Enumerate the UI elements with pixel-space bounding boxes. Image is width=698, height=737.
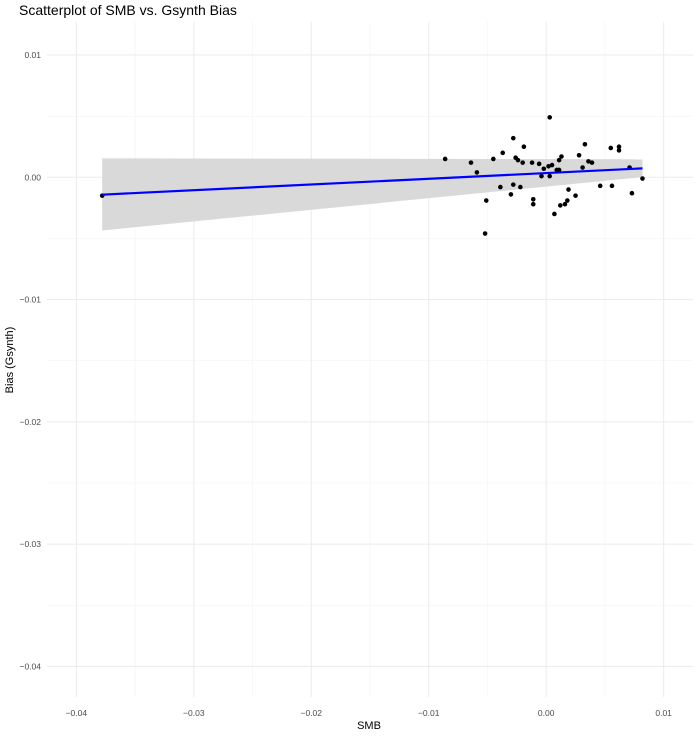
data-point <box>565 198 570 203</box>
data-point <box>597 183 603 189</box>
data-point <box>559 154 564 159</box>
x-tick-label: −0.02 <box>301 708 323 718</box>
minor-gridlines <box>47 22 693 697</box>
x-axis-title: SMB <box>357 720 381 732</box>
data-point <box>582 141 588 147</box>
data-point <box>576 152 582 158</box>
data-point <box>508 192 514 197</box>
data-point <box>529 160 535 165</box>
data-point <box>483 198 489 203</box>
data-point <box>474 170 480 175</box>
data-point <box>546 163 551 169</box>
data-point <box>629 190 635 196</box>
y-axis-ticks: −0.04 −0.03 −0.02 −0.01 0.00 0.01 <box>19 50 41 671</box>
confidence-band <box>102 158 643 231</box>
data-point <box>556 167 562 173</box>
data-point <box>510 182 516 187</box>
data-point <box>556 157 562 163</box>
chart-title: Scatterplot of SMB vs. Gsynth Bias <box>19 2 237 18</box>
data-point <box>541 166 547 172</box>
data-point <box>586 159 591 164</box>
x-tick-label: −0.01 <box>418 708 440 718</box>
data-point <box>442 156 448 162</box>
data-point <box>566 187 571 192</box>
data-point <box>539 173 544 179</box>
x-tick-label: 0.01 <box>655 708 672 718</box>
data-point <box>510 135 516 141</box>
data-point <box>589 160 595 165</box>
data-point <box>640 176 645 181</box>
y-tick-label: −0.04 <box>19 661 41 671</box>
data-point <box>547 173 553 179</box>
data-point <box>500 150 506 156</box>
y-tick-label: 0.01 <box>24 50 41 60</box>
y-tick-label: −0.03 <box>19 539 41 549</box>
data-point <box>616 148 622 153</box>
data-point <box>468 160 474 165</box>
data-point <box>562 201 568 207</box>
data-point <box>609 183 615 189</box>
data-point <box>520 160 525 165</box>
data-point <box>482 231 488 236</box>
data-point <box>549 162 555 168</box>
data-point <box>498 184 503 190</box>
x-tick-label: 0.00 <box>538 708 555 718</box>
data-point <box>530 197 536 202</box>
data-point <box>608 145 614 151</box>
major-gridlines <box>47 22 693 697</box>
y-tick-label: −0.02 <box>19 417 41 427</box>
x-axis-ticks: −0.04 −0.03 −0.02 −0.01 0.00 0.01 <box>66 708 673 718</box>
data-point <box>580 165 585 170</box>
data-point <box>573 193 578 198</box>
data-point <box>552 211 557 217</box>
data-point <box>515 157 521 163</box>
data-point <box>536 161 542 167</box>
data-point <box>491 156 496 162</box>
y-tick-label: 0.00 <box>24 172 41 182</box>
y-axis-title: Bias (Gsynth) <box>4 327 16 394</box>
data-point <box>557 203 563 208</box>
data-point <box>616 144 622 150</box>
data-point <box>521 144 527 150</box>
x-tick-label: −0.03 <box>183 708 205 718</box>
data-point <box>547 115 553 120</box>
data-point <box>518 184 523 190</box>
x-tick-label: −0.04 <box>66 708 88 718</box>
y-tick-label: −0.01 <box>19 295 41 305</box>
data-point <box>530 201 536 207</box>
regression-line <box>102 167 643 196</box>
